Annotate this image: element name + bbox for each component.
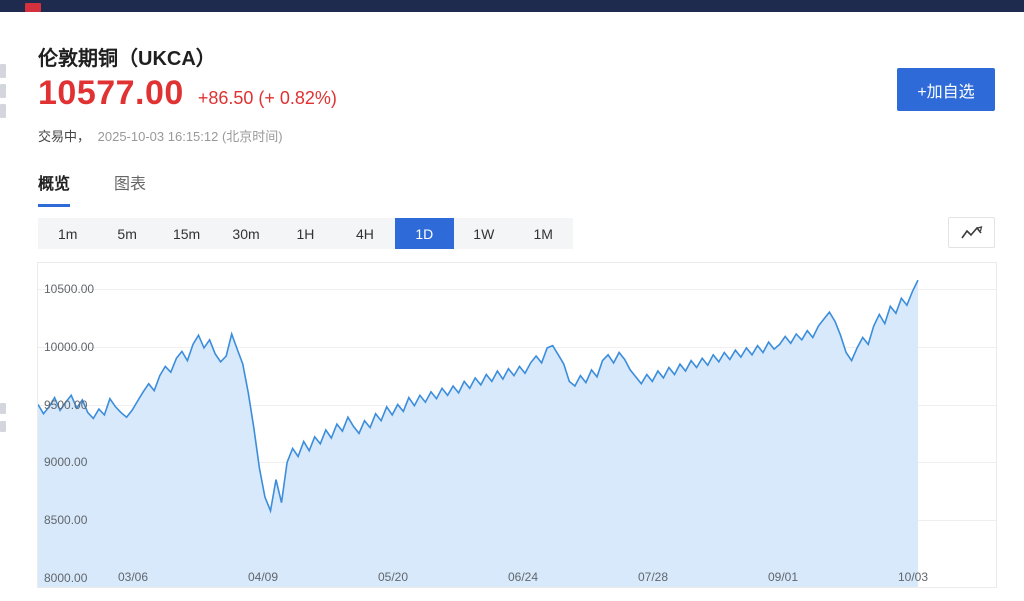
trading-status-row: 交易中， 2025-10-03 16:15:12 (北京时间) xyxy=(38,126,283,145)
last-price: 10577.00 xyxy=(38,74,184,112)
interval-button-1m-month[interactable]: 1M xyxy=(533,225,553,242)
interval-button-4h[interactable]: 4H xyxy=(355,225,374,242)
x-axis-label: 10/03 xyxy=(897,570,929,584)
tab-overview[interactable]: 概览 xyxy=(38,170,71,207)
tab-chart[interactable]: 图表 xyxy=(114,176,147,193)
interval-button-30m[interactable]: 30m xyxy=(232,225,260,242)
add-watchlist-button[interactable]: +加自选 xyxy=(897,68,995,111)
chart-type-button[interactable] xyxy=(948,217,995,248)
left-edge-artifact xyxy=(0,104,6,118)
x-axis-label: 07/28 xyxy=(637,570,669,584)
price-chart-panel[interactable]: 10500.00 10000.00 9500.00 9000.00 8500.0… xyxy=(37,262,997,588)
brand-logo[interactable] xyxy=(25,3,41,12)
price-row: 10577.00 +86.50 (+ 0.82%) xyxy=(38,74,337,113)
x-axis-label: 06/24 xyxy=(507,570,539,584)
left-edge-artifact xyxy=(0,403,6,414)
top-navbar xyxy=(0,0,1024,12)
gridline xyxy=(38,347,996,348)
y-axis-label: 9000.00 xyxy=(44,455,88,469)
interval-button-5m[interactable]: 5m xyxy=(117,225,137,242)
line-chart-icon xyxy=(960,225,982,238)
y-axis-label: 8500.00 xyxy=(44,513,88,527)
chart-line-path xyxy=(38,279,919,514)
x-axis-label: 05/20 xyxy=(377,570,409,584)
x-axis-label: 09/01 xyxy=(767,570,799,584)
x-axis-label: 04/09 xyxy=(247,570,279,584)
y-axis-label: 10500.00 xyxy=(44,282,95,296)
y-axis-label: 8000.00 xyxy=(44,571,88,585)
y-axis-label: 10000.00 xyxy=(44,340,95,354)
interval-button-15m[interactable]: 15m xyxy=(172,225,201,242)
page-title: 伦敦期铜（UKCA） xyxy=(38,48,216,70)
chart-area-path xyxy=(38,280,918,587)
left-edge-artifact xyxy=(0,84,6,98)
interval-button-1d[interactable]: 1D xyxy=(394,218,455,249)
y-axis-label: 9500.00 xyxy=(44,398,88,412)
interval-selector: 1m 5m 15m 30m 1H 4H 1D 1W 1M xyxy=(38,218,573,249)
interval-button-1h[interactable]: 1H xyxy=(296,225,315,242)
quote-timestamp: 2025-10-03 16:15:12 (北京时间) xyxy=(97,129,283,144)
trading-status: 交易中， xyxy=(38,129,91,144)
x-axis-label: 03/06 xyxy=(117,570,149,584)
left-edge-artifact xyxy=(0,421,6,432)
price-change: +86.50 (+ 0.82%) xyxy=(197,88,337,108)
view-tabs: 概览 图表 xyxy=(38,170,146,207)
left-edge-artifact xyxy=(0,64,6,78)
price-chart xyxy=(38,279,919,587)
interval-button-1m[interactable]: 1m xyxy=(57,225,78,242)
gridline xyxy=(38,289,996,290)
interval-button-1w[interactable]: 1W xyxy=(473,225,495,242)
